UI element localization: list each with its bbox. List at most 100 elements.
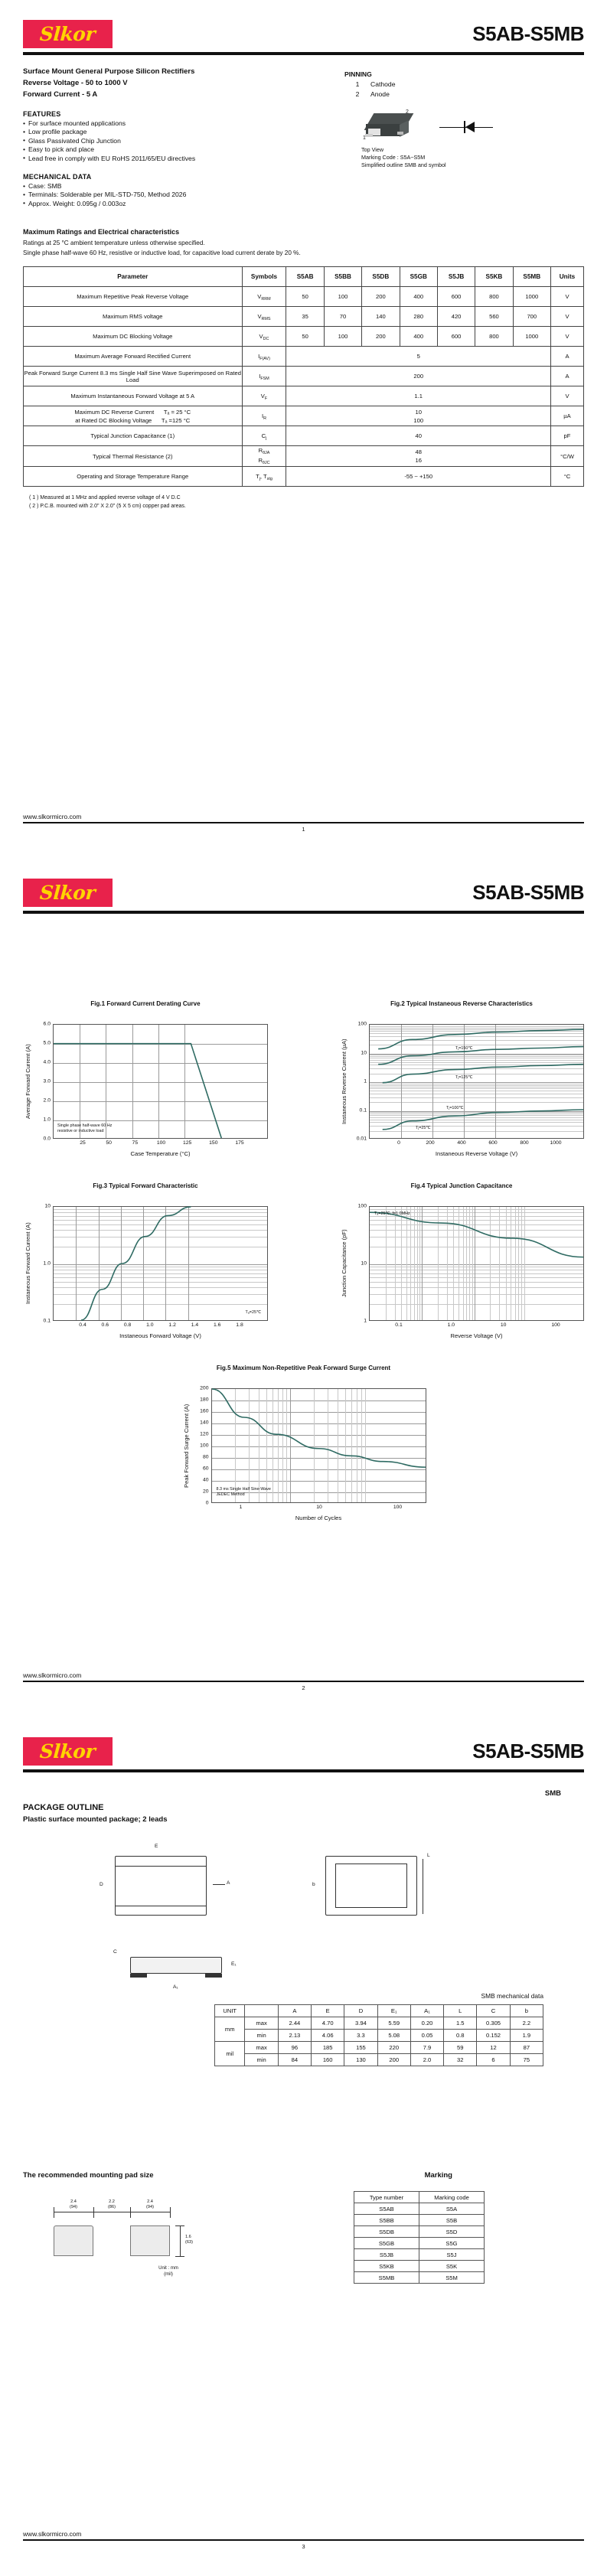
page-header: Slkor S5AB-S5MB: [23, 0, 584, 55]
x-axis-ticks: 1 10 100: [211, 1503, 403, 1513]
diode-symbol-icon: [439, 112, 493, 142]
y-axis-ticks: 1 10 100: [349, 1204, 369, 1324]
cell-type-number: S5DB: [354, 2225, 419, 2238]
cell-value-span: 5: [286, 346, 551, 367]
pin-row-1: 1 Cathode: [344, 80, 584, 88]
chart-fig3: Fig.3 Typical Forward Characteristic Ins…: [23, 1182, 268, 1339]
table-header-row: UNIT A E D E₁ A₁ L C b: [214, 2004, 544, 2017]
x-axis-ticks: 0 200 400 600 800 1000: [369, 1139, 561, 1149]
y-tick-label: 0.1: [43, 1318, 51, 1324]
cell-value: 1000: [512, 326, 551, 347]
header-divider: [23, 52, 584, 55]
list-item: Easy to pick and place: [23, 145, 329, 155]
cell-value: 75: [509, 2053, 544, 2066]
plot-grid: 8.3 ms Single Half Sine-Wave JEDEC Metho…: [210, 1388, 426, 1503]
pkg-pin-2-label: 2: [406, 109, 409, 115]
chart-annotation: Tₐ=25℃: [245, 1310, 262, 1315]
x-axis-label: Reverse Voltage (V): [450, 1332, 503, 1339]
table-row: Typical Thermal Resistance (2) RθJA RθJC 48…: [23, 445, 585, 468]
cell-parameter: Maximum Average Forward Rectified Curren…: [23, 346, 243, 367]
pad-dim-2-mil: (86): [108, 2205, 116, 2209]
cell-value: 185: [311, 2041, 345, 2054]
pad-left: [54, 2225, 93, 2256]
y-tick-label: 0: [205, 1500, 209, 1506]
table-row: S5JB S5J: [354, 2248, 485, 2261]
chart-annotation: Single phase half-wave 60 Hz resistive o…: [57, 1123, 113, 1133]
col-marking-code: Marking code: [419, 2191, 485, 2203]
cell-value: 87: [509, 2041, 544, 2054]
y-tick-label: 5.0: [43, 1040, 51, 1046]
x-tick-label: 0.1: [395, 1322, 403, 1328]
y-tick-label: 10: [361, 1050, 367, 1055]
col-L: L: [443, 2004, 478, 2017]
mechanical-data-heading: MECHANICAL DATA: [23, 173, 92, 181]
table-header-row: Type number Marking code: [354, 2191, 485, 2203]
col-units: Units: [550, 266, 585, 288]
cell-value: 155: [344, 2041, 378, 2054]
x-tick-label: 1.6: [213, 1322, 221, 1328]
col-A: A: [277, 2004, 312, 2017]
chart-annotation: 8.3 ms Single Half Sine-Wave JEDEC Metho…: [216, 1487, 271, 1497]
cell-minmax: min: [244, 2053, 279, 2066]
chart-annotation: Tₐ=25℃, f=1.0MHz: [374, 1211, 410, 1216]
chart-row-2: Fig.3 Typical Forward Characteristic Ins…: [23, 1182, 584, 1339]
tagline-line-3: Forward Current - 5 A: [23, 90, 98, 99]
table-row: mm max 2.44 4.70 3.94 5.59 0.20 1.5 0.305 2.2: [214, 2017, 544, 2042]
cell-value: 0.152: [476, 2029, 511, 2042]
plot-grid: Single phase half-wave 60 Hz resistive o…: [53, 1024, 268, 1139]
y-tick-label: 1.0: [43, 1260, 51, 1267]
page-number: 1: [302, 826, 305, 833]
cell-value: 0.05: [410, 2029, 445, 2042]
cell-value: 59: [443, 2041, 478, 2054]
x-tick-label: 1.0: [447, 1322, 455, 1328]
cell-symbol: Tj, Tstg: [241, 466, 287, 487]
cell-value: 4.06: [311, 2029, 345, 2042]
y-tick-label: 40: [202, 1477, 209, 1483]
cell-value-span: -55 ~ +150: [286, 466, 551, 487]
list-item: Glass Passivated Chip Junction: [23, 136, 329, 145]
slkor-logo: Slkor: [23, 20, 113, 48]
pin-name: Anode: [370, 90, 390, 98]
y-tick-label: 0.0: [43, 1136, 51, 1142]
cell-type-number: S5AB: [354, 2203, 419, 2215]
cell-value: 7.9: [410, 2041, 445, 2054]
footnote-1: ( 1 ) Measured at 1 MHz and applied reve…: [29, 495, 181, 501]
pad-dim-1-mm: 2.4: [70, 2199, 77, 2204]
cell-value: 600: [436, 326, 476, 347]
cell-value: 200: [361, 326, 400, 347]
cell-unit: mil: [214, 2041, 246, 2066]
cell-value: 0.20: [410, 2017, 445, 2030]
cell-value: 280: [399, 306, 438, 328]
cell-symbol: VRRM: [241, 286, 287, 308]
pad-right: [130, 2225, 170, 2256]
label-C-left: C: [113, 1949, 117, 1955]
cell-value: 50: [286, 286, 325, 308]
cell-value: 420: [436, 306, 476, 328]
y-tick-label: 0.1: [359, 1107, 367, 1113]
plot-grid: Tₐ=25℃, f=1.0MHz: [369, 1206, 584, 1321]
cell-parameter: Maximum DC Blocking Voltage: [23, 326, 243, 347]
outline-top-view: [115, 1856, 207, 1916]
page-footer: www.slkormicro.com 3: [23, 2530, 584, 2550]
x-tick-label: 10: [316, 1505, 322, 1510]
table-row: S5MB S5M: [354, 2271, 485, 2284]
page-number: 3: [302, 2543, 305, 2550]
table-row: Typical Junction Capacitance (1) Cj 40 pF: [23, 426, 585, 447]
col-D: D: [344, 2004, 378, 2017]
cell-value: 100: [323, 326, 363, 347]
cell-type-number: S5MB: [354, 2271, 419, 2284]
col-C: C: [476, 2004, 511, 2017]
cell-type-number: S5JB: [354, 2248, 419, 2261]
y-axis-label: Instaneous Reverse Current (µA): [341, 1039, 348, 1124]
package-outline-title: PACKAGE OUTLINE: [23, 1803, 104, 1812]
y-tick-label: 10: [361, 1260, 367, 1267]
cell-parameter: Maximum Repetitive Peak Reverse Voltage: [23, 286, 243, 308]
cell-value-span: 40: [286, 426, 551, 447]
cell-value: 5.59: [377, 2017, 411, 2030]
footer-divider: [23, 2539, 584, 2541]
cell-minmax: max: [244, 2017, 279, 2030]
cell-symbol: IFSM: [241, 366, 287, 387]
x-axis-ticks: 0.1 1.0 10 100: [369, 1321, 560, 1331]
pin-number: 1: [355, 80, 360, 88]
y-tick-label: 120: [200, 1431, 209, 1437]
